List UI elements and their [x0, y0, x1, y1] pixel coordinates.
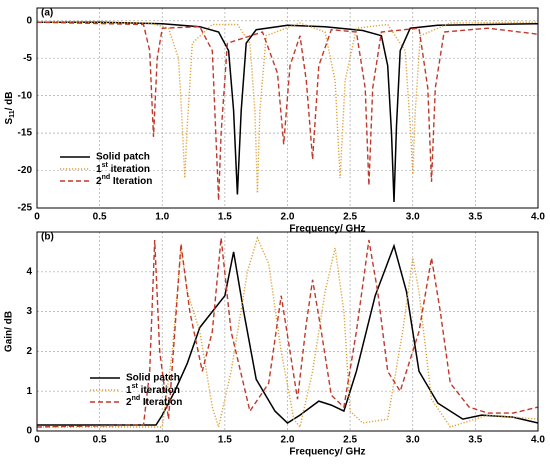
x-tick-label: 0 [34, 435, 40, 446]
panel-label: (b) [41, 232, 54, 243]
y-tick-label: 1 [26, 386, 32, 397]
legend-label: 2nd Iteration [126, 395, 182, 407]
legend-label: Solid patch [96, 152, 150, 163]
y-tick-label: 0 [26, 426, 32, 437]
plot-frame [36, 7, 539, 209]
x-tick-label: 0.5 [93, 435, 107, 446]
legend-label: 1st iteration [126, 383, 180, 395]
x-tick-label: 1.5 [218, 435, 232, 446]
x-axis-label: Frequency/ GHz [289, 224, 365, 235]
x-tick-label: 3.5 [468, 435, 482, 446]
legend-label: 1st iteration [96, 162, 150, 174]
legend-label: Solid patch [126, 373, 180, 384]
line-series [36, 21, 539, 194]
plot-frame [36, 231, 539, 432]
y-tick-label: 2 [26, 346, 32, 357]
x-tick-label: 2.0 [281, 212, 295, 223]
x-tick-label: 2.5 [343, 435, 357, 446]
y-tick-label: -10 [18, 90, 33, 101]
line-series [36, 237, 539, 428]
x-tick-label: 2.5 [343, 212, 357, 223]
x-tick-label: 1.5 [218, 212, 232, 223]
x-tick-label: 1.0 [155, 435, 169, 446]
x-tick-label: 3.0 [406, 435, 420, 446]
x-tick-label: 2.0 [281, 435, 295, 446]
x-tick-label: 3.5 [468, 212, 482, 223]
y-tick-label: 0 [26, 15, 32, 26]
x-axis-label: Frequency/ GHz [289, 447, 365, 458]
line-series [37, 21, 539, 203]
y-tick-label: -5 [23, 53, 32, 64]
y-tick-label: -20 [18, 165, 33, 176]
y-tick-label: 3 [26, 306, 32, 317]
x-tick-label: 3.0 [406, 212, 420, 223]
line-series [37, 243, 539, 426]
y-tick-label: 4 [26, 266, 32, 277]
x-tick-label: 0.5 [93, 212, 107, 223]
y-tick-label: -15 [18, 128, 33, 139]
legend-label: 2nd Iteration [96, 174, 152, 186]
y-axis-label: Gain/ dB [4, 311, 15, 352]
y-axis-label: S11/ dB [4, 92, 17, 125]
y-tick-label: -25 [18, 203, 33, 214]
line-series [36, 21, 539, 201]
x-tick-label: 1.0 [155, 212, 169, 223]
x-tick-label: 4.0 [531, 435, 545, 446]
x-tick-label: 4.0 [531, 212, 545, 223]
panel-label: (a) [41, 8, 53, 19]
x-tick-label: 0 [34, 212, 40, 223]
